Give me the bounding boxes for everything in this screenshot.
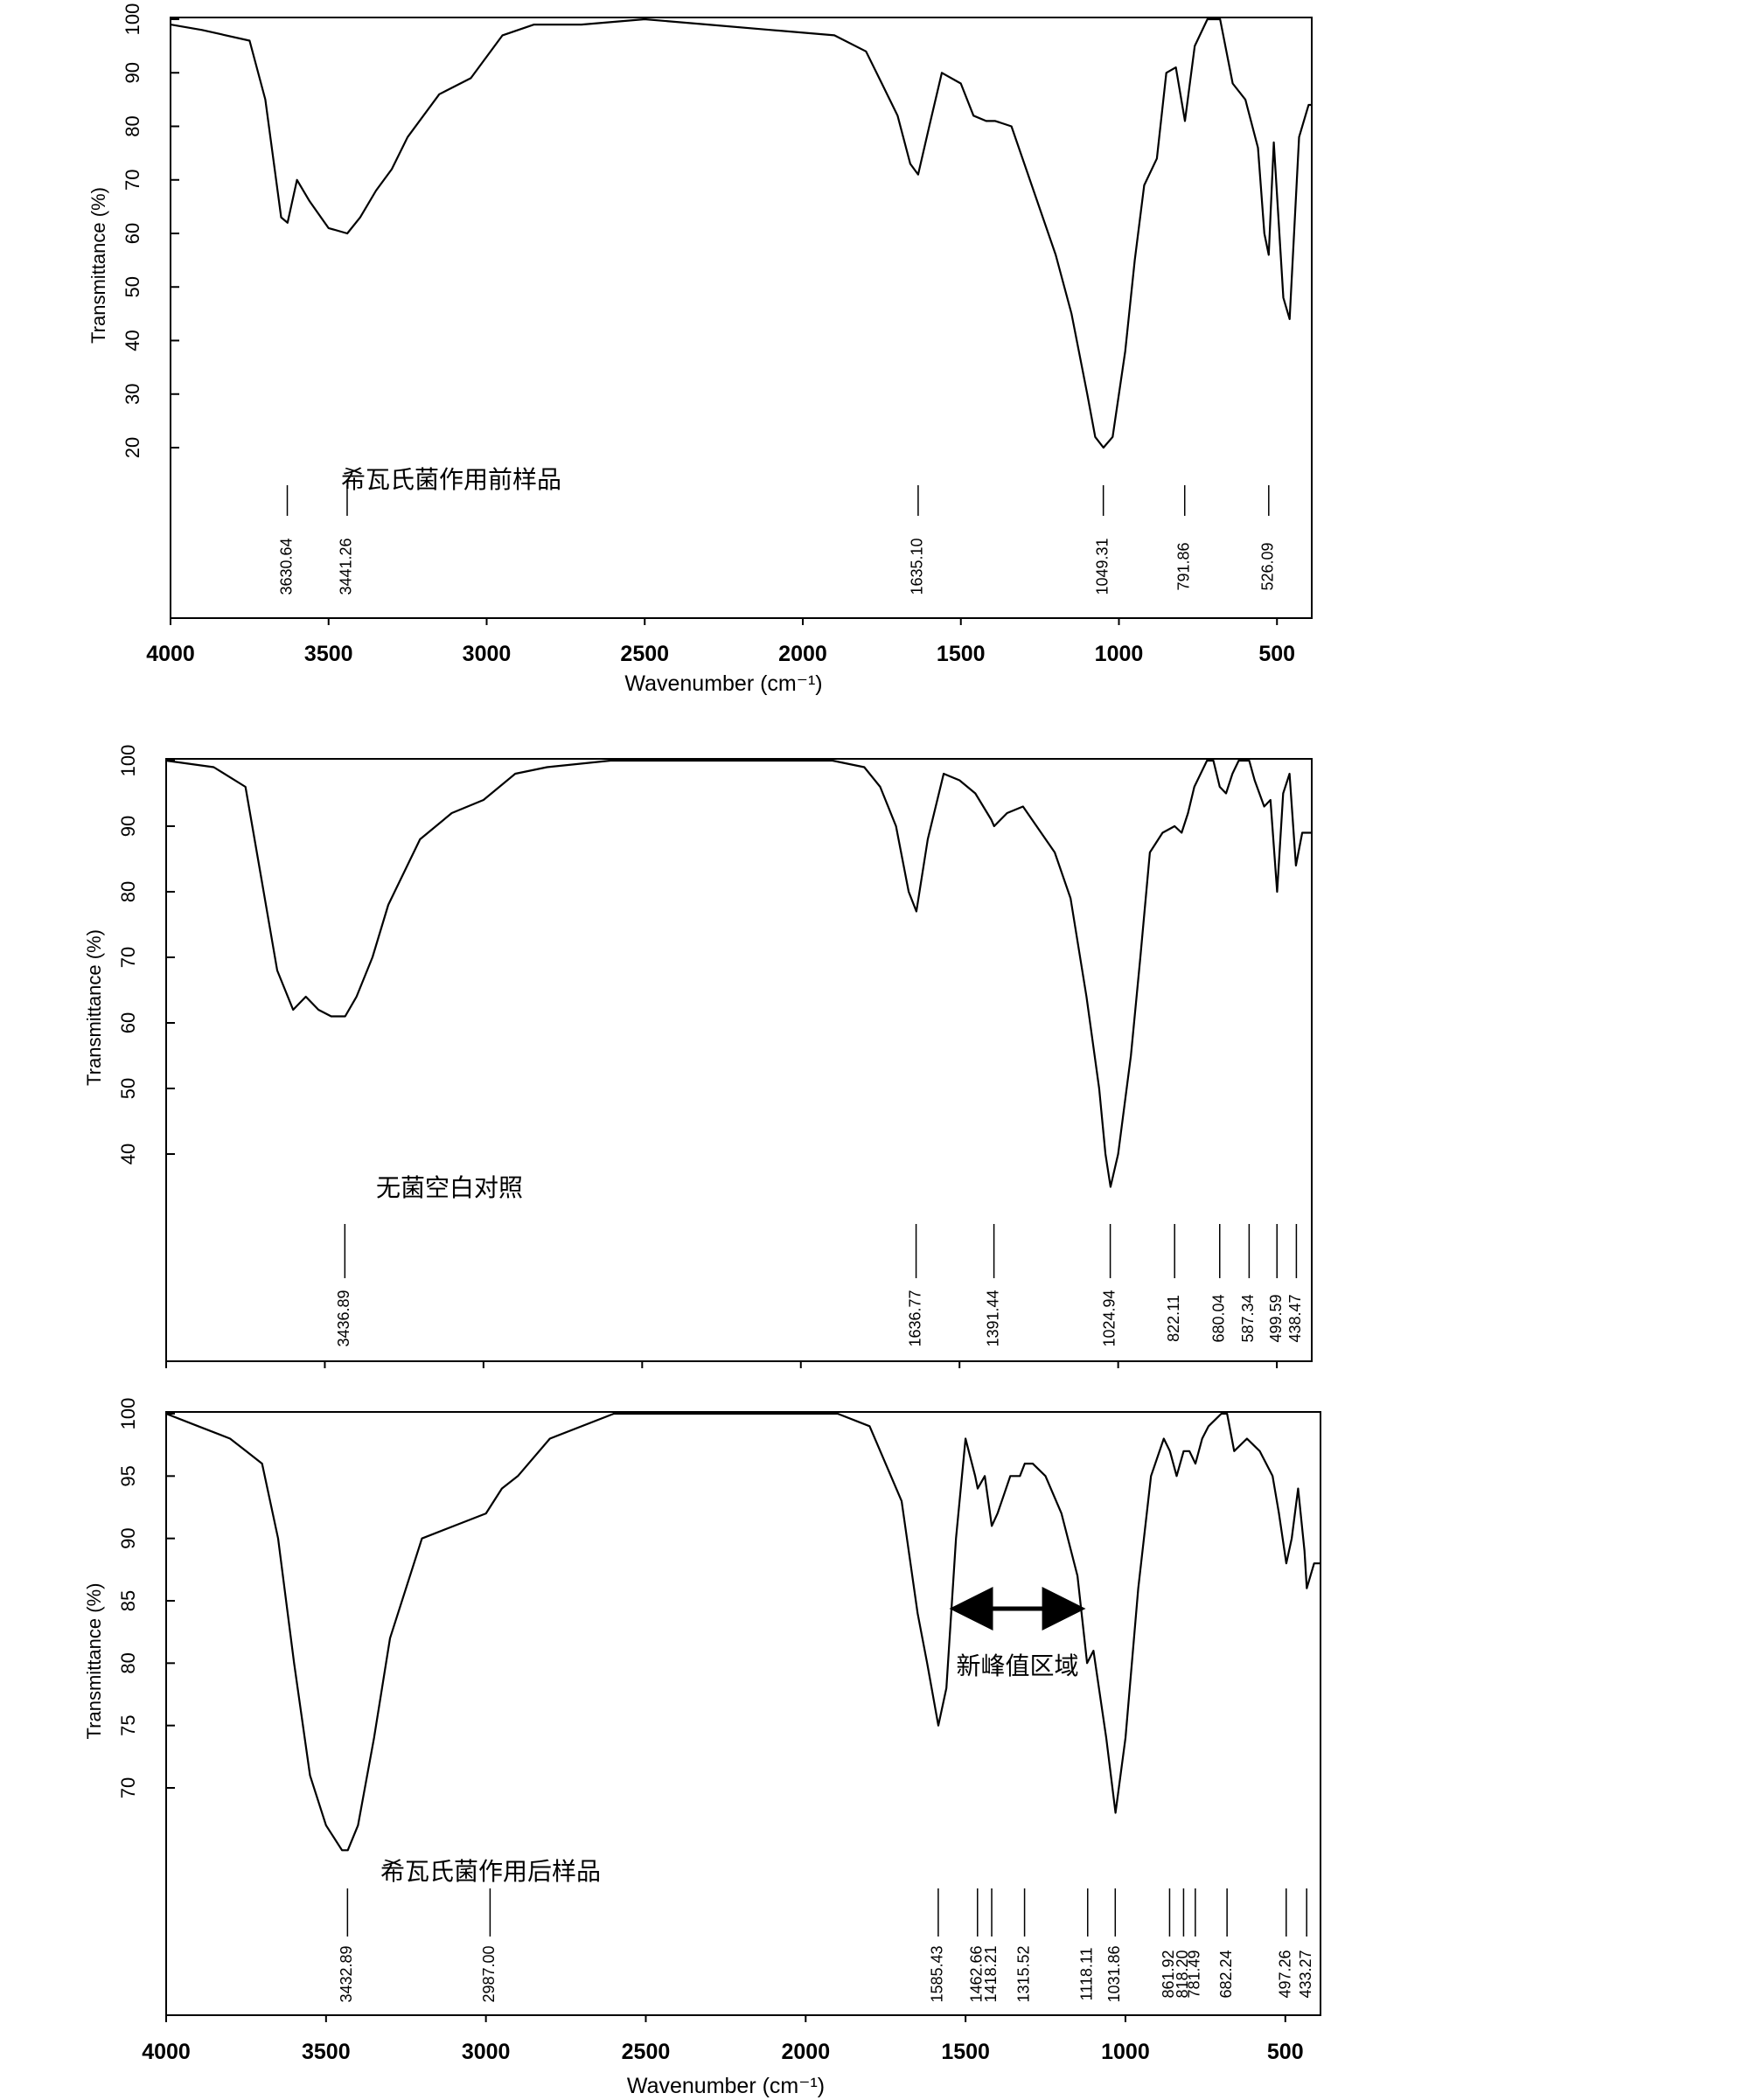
- x-tick-label: 2500: [620, 642, 669, 666]
- peak-label: 499.59: [1267, 1294, 1285, 1342]
- y-tick-label: 40: [117, 1144, 139, 1165]
- x-tick-label: 3500: [304, 642, 353, 666]
- spectrum-line: [165, 1412, 1320, 1852]
- peak-label: 680.04: [1210, 1294, 1228, 1342]
- x-tick-label: 1500: [937, 642, 986, 666]
- sample-annotation: 希瓦氏菌作用前样品: [341, 465, 561, 494]
- y-tick-label: 80: [122, 115, 143, 136]
- peak-label: 3436.89: [335, 1290, 352, 1346]
- peak-label: 818.20: [1174, 1950, 1191, 1998]
- x-axis-label: Wavenumber (cm⁻¹): [624, 671, 822, 696]
- peak-label: 3432.89: [338, 1945, 355, 2002]
- peak-label: 587.34: [1239, 1294, 1257, 1342]
- peak-label: 1024.94: [1100, 1290, 1118, 1346]
- chart-panel-3: 70 75 80 85 90 95 100 Transmittance (%) 4000 3500…: [83, 1398, 1321, 2098]
- peak-label: 433.27: [1297, 1950, 1314, 1998]
- sample-annotation: 无菌空白对照: [376, 1173, 523, 1202]
- peak-label: 2987.00: [480, 1945, 498, 2002]
- x-tick-label: 1000: [1095, 642, 1144, 666]
- y-tick-label: 70: [122, 170, 143, 191]
- y-axis-label: Transmittance (%): [83, 929, 105, 1086]
- peak-label: 1418.21: [982, 1945, 1000, 2002]
- y-tick-label: 100: [117, 1398, 139, 1430]
- peak-label: 1031.86: [1105, 1945, 1123, 2002]
- peak-label: 3441.26: [338, 538, 355, 595]
- peak-label: 1635.10: [909, 538, 926, 595]
- x-tick-label: 1500: [941, 2040, 990, 2064]
- x-tick-label: 2000: [778, 642, 827, 666]
- peak-label: 1391.44: [984, 1290, 1001, 1346]
- y-tick-label: 20: [122, 437, 143, 458]
- y-tick-label: 70: [117, 1777, 139, 1798]
- y-axis-label: Transmittance (%): [87, 187, 109, 344]
- peak-label: 1315.52: [1014, 1945, 1032, 2002]
- peak-label: 1462.66: [968, 1945, 986, 2002]
- x-tick-label: 2500: [622, 2040, 671, 2064]
- peak-label: 1636.77: [906, 1290, 923, 1346]
- y-tick-label: 70: [117, 947, 139, 968]
- x-tick-label: 1000: [1101, 2040, 1150, 2064]
- y-tick-label: 80: [117, 1652, 139, 1673]
- y-tick-label: 60: [117, 1012, 139, 1033]
- x-tick-label: 3500: [302, 2040, 351, 2064]
- spectrum-line: [165, 759, 1312, 1188]
- peak-label: 822.11: [1165, 1295, 1182, 1342]
- x-tick-label: 4000: [142, 2040, 191, 2064]
- y-tick-label: 95: [117, 1465, 139, 1486]
- peak-label: 438.47: [1286, 1294, 1304, 1342]
- y-tick-label: 50: [122, 276, 143, 297]
- y-tick-label: 75: [117, 1714, 139, 1735]
- peak-label: 861.92: [1160, 1950, 1177, 1998]
- x-tick-label: 500: [1267, 2040, 1304, 2064]
- y-tick-label: 90: [122, 62, 143, 83]
- y-tick-label: 85: [117, 1590, 139, 1611]
- peak-label: 497.26: [1277, 1950, 1294, 1998]
- y-tick-label: 60: [122, 223, 143, 244]
- x-tick-label: 4000: [146, 642, 195, 666]
- peak-label: 1118.11: [1078, 1947, 1096, 2000]
- x-tick-label: 3000: [462, 2040, 511, 2064]
- plot-frame: [170, 17, 1313, 619]
- chart-panel-2: 40 50 60 70 80 90 100 Transmittance (%) 无菌空白对照 34…: [83, 745, 1313, 1368]
- peak-label: 1049.31: [1093, 538, 1111, 595]
- y-tick-label: 40: [122, 330, 143, 351]
- region-label: 新峰值区域: [957, 1651, 1079, 1680]
- y-tick-label: 100: [117, 745, 139, 777]
- y-tick-label: 90: [117, 816, 139, 837]
- x-tick-label: 3000: [463, 642, 512, 666]
- peak-label: 526.09: [1259, 542, 1277, 590]
- plot-frame: [165, 758, 1313, 1362]
- peak-label: 3630.64: [277, 538, 295, 595]
- x-tick-label: 500: [1258, 642, 1295, 666]
- peak-label: 1585.43: [929, 1945, 946, 2002]
- plot-frame: [165, 1411, 1321, 2016]
- y-tick-label: 90: [117, 1527, 139, 1548]
- y-tick-label: 80: [117, 881, 139, 902]
- sample-annotation: 希瓦氏菌作用后样品: [380, 1857, 601, 1886]
- y-tick-label: 30: [122, 384, 143, 405]
- peak-label: 781.49: [1186, 1950, 1203, 1998]
- x-axis-label: Wavenumber (cm⁻¹): [627, 2074, 825, 2098]
- x-tick-label: 2000: [781, 2040, 830, 2064]
- y-axis-label: Transmittance (%): [83, 1583, 105, 1740]
- chart-panel-1: 20 30 40 50 60 70 80 90 100 Transmittance (%) 4000…: [87, 3, 1313, 696]
- y-tick-label: 100: [122, 3, 143, 36]
- spectrum-line: [170, 17, 1312, 449]
- peak-label: 682.24: [1217, 1950, 1235, 1998]
- y-tick-label: 50: [117, 1078, 139, 1099]
- peak-label: 791.86: [1174, 542, 1192, 590]
